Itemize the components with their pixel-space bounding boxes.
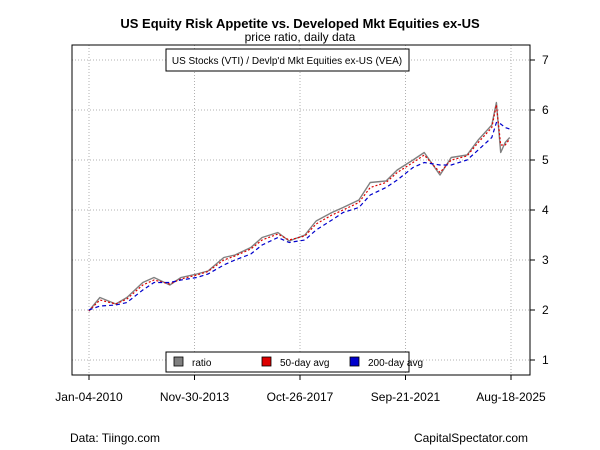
annotation-text: US Stocks (VTI) / Devlp'd Mkt Equities e…: [172, 56, 402, 67]
series-line-200-day-avg: [88, 121, 510, 311]
x-tick-label: Sep-21-2021: [371, 390, 441, 404]
y-tick-label: 6: [542, 103, 549, 117]
legend: ratio 50-day avg 200-day avg: [165, 351, 423, 373]
legend-label: 50-day avg: [280, 358, 329, 369]
x-tick-label: Oct-26-2017: [267, 390, 334, 404]
x-tick-label: Aug-18-2025: [476, 390, 546, 404]
x-tick-label: Nov-30-2013: [160, 390, 230, 404]
legend-label: 200-day avg: [368, 358, 423, 369]
y-axis: 1 2 3 4 5 6 7: [530, 53, 549, 367]
series-layer: [88, 101, 511, 312]
y-tick-label: 1: [542, 353, 549, 367]
y-tick-label: 2: [542, 303, 549, 317]
grid: [72, 45, 530, 375]
legend-swatch: [173, 356, 184, 367]
chart-title: US Equity Risk Appetite vs. Developed Mk…: [120, 16, 480, 31]
footer-source: Data: Tiingo.com: [70, 431, 161, 445]
legend-swatch: [349, 356, 360, 367]
chart-subtitle: price ratio, daily data: [245, 30, 356, 44]
series-line-ratio: [88, 101, 511, 312]
annotation-box: US Stocks (VTI) / Devlp'd Mkt Equities e…: [165, 48, 410, 72]
legend-swatch: [261, 356, 272, 367]
y-tick-label: 7: [542, 53, 549, 67]
series-line-50-day-avg: [88, 104, 511, 312]
y-tick-label: 5: [542, 153, 549, 167]
x-axis: Jan-04-2010 Nov-30-2013 Oct-26-2017 Sep-21-…: [55, 375, 546, 404]
footer-credit: CapitalSpectator.com: [413, 431, 528, 445]
y-tick-label: 4: [542, 203, 549, 217]
y-tick-label: 3: [542, 253, 549, 267]
x-tick-label: Jan-04-2010: [55, 390, 123, 404]
legend-label: ratio: [192, 358, 212, 369]
